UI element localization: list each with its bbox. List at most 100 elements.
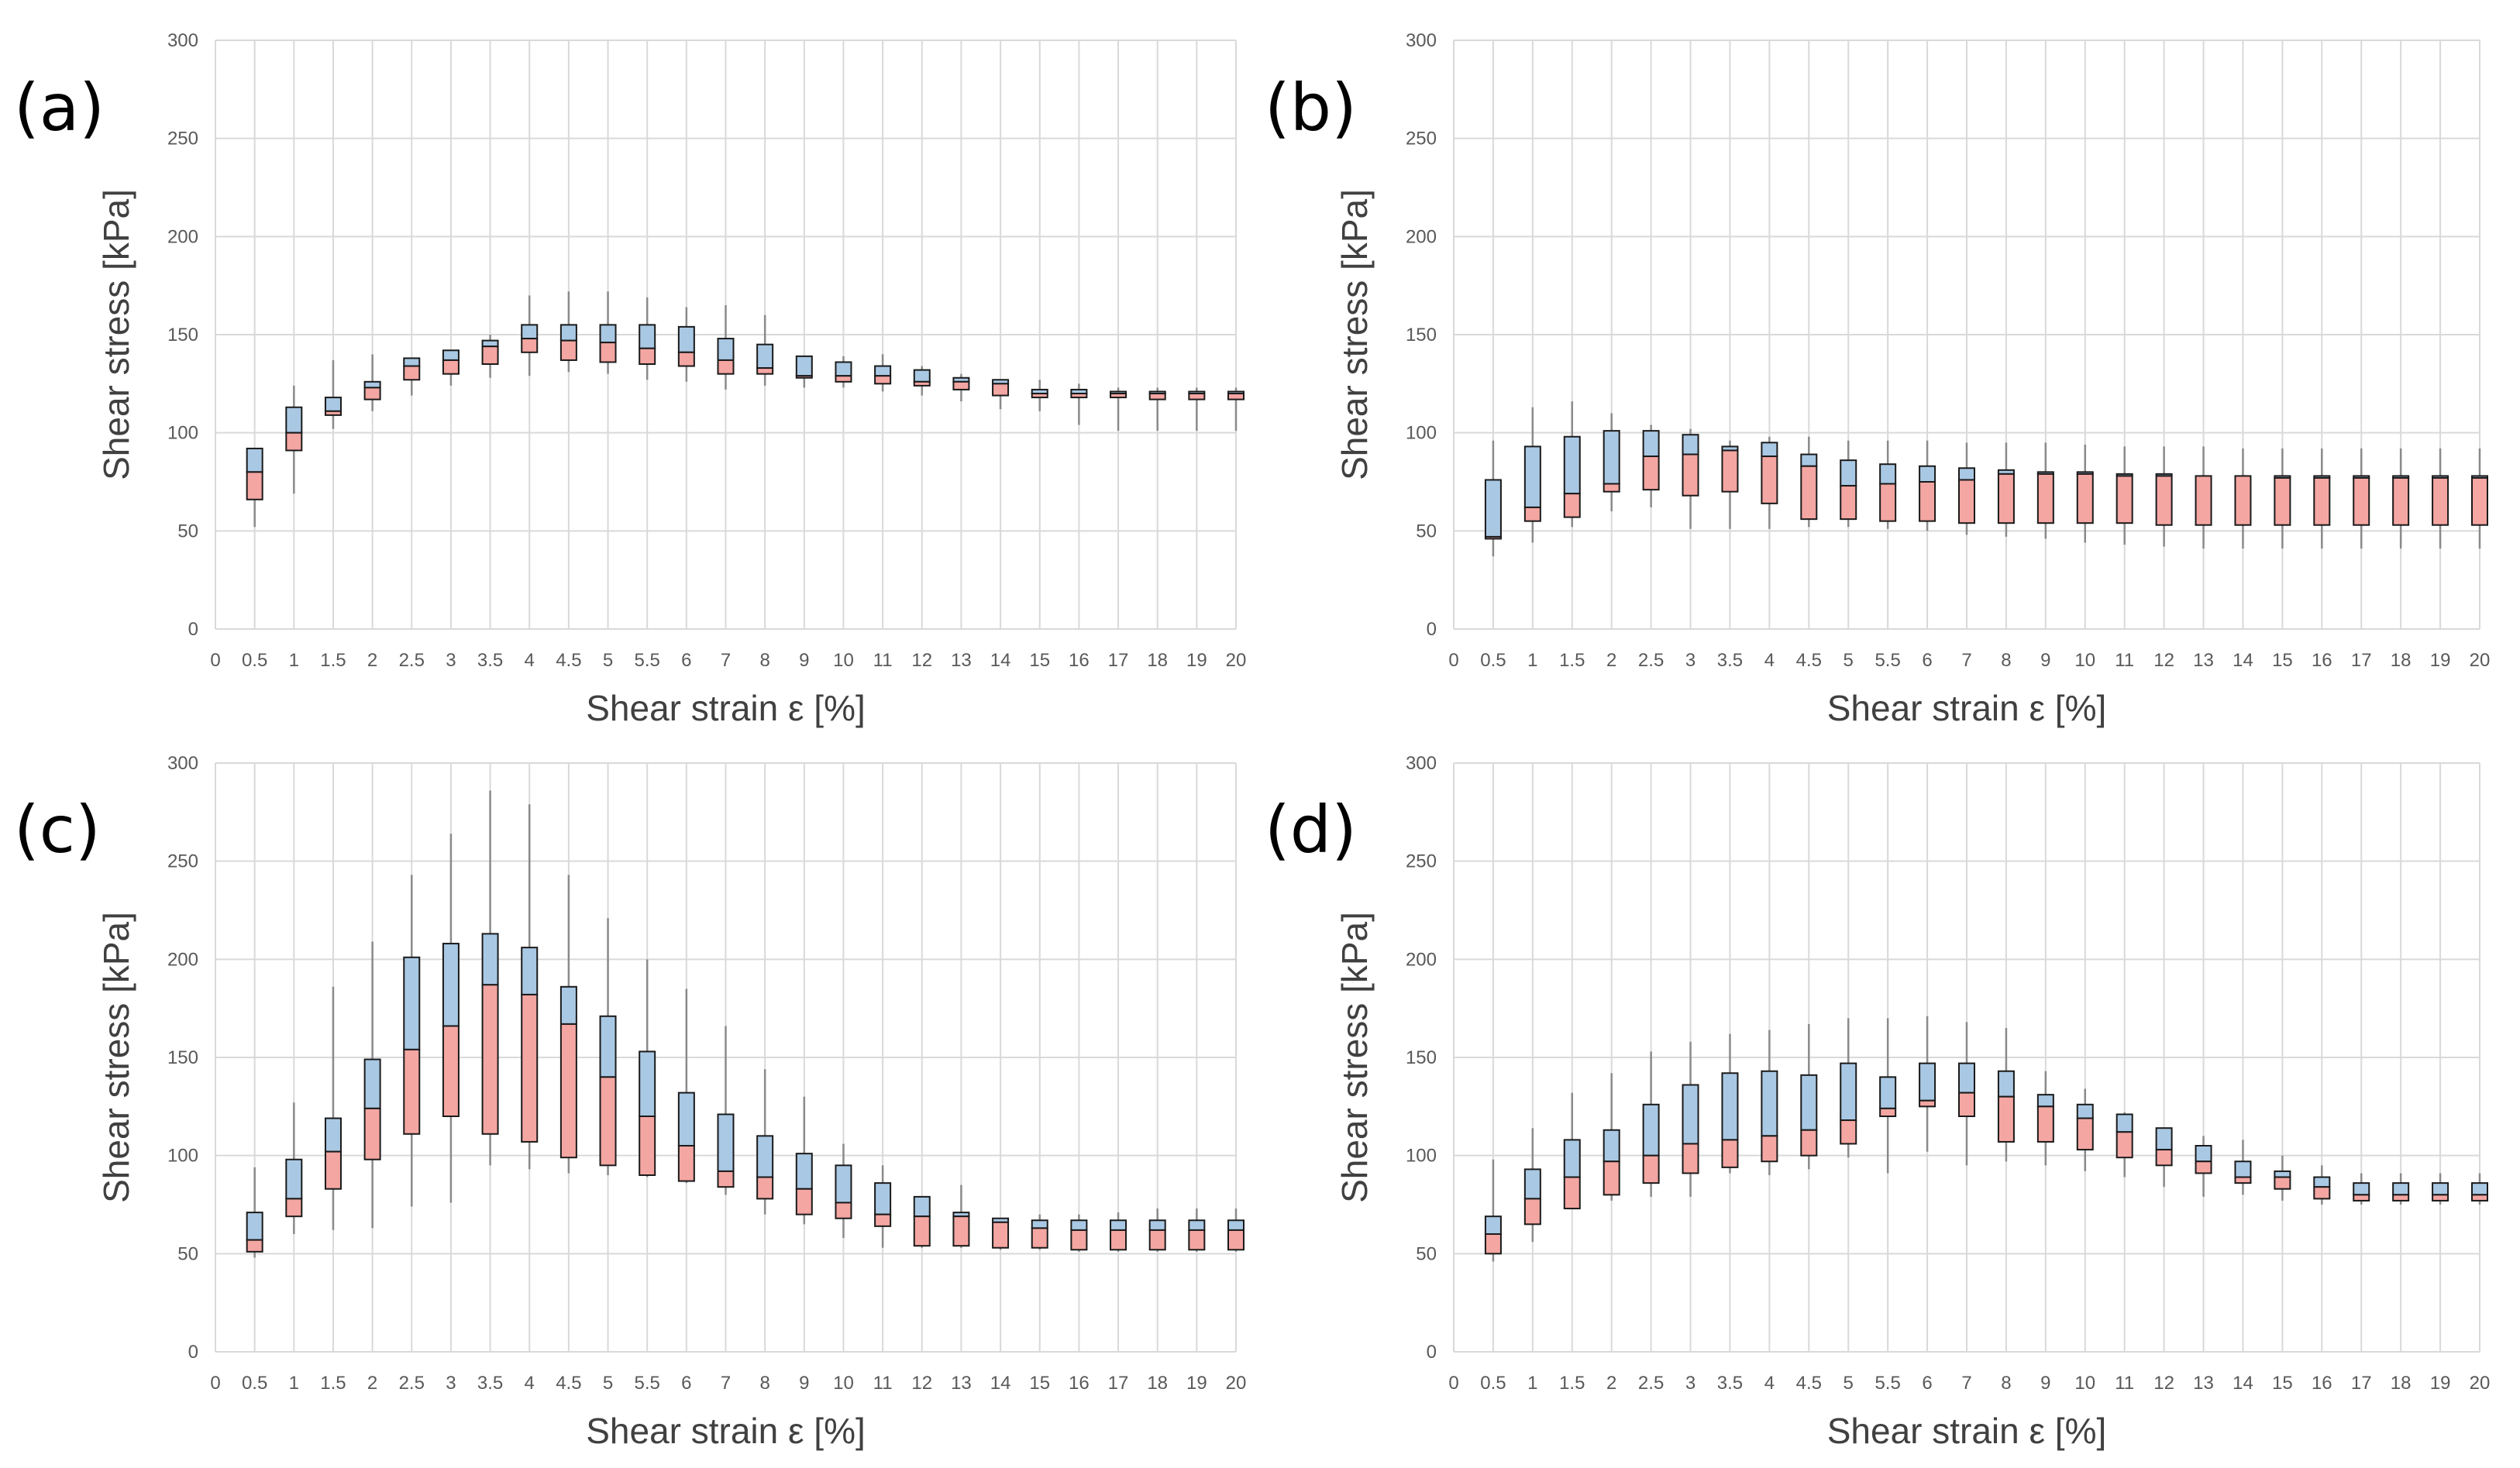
box-upper-quartile <box>2195 1145 2212 1163</box>
box-lower-quartile <box>2076 473 2094 524</box>
box-upper-quartile <box>1958 467 1975 481</box>
box-upper-quartile <box>1721 1072 1739 1141</box>
box-upper-quartile <box>1879 1076 1897 1109</box>
box-lower-quartile <box>285 1198 303 1218</box>
box-lower-quartile <box>2432 476 2449 526</box>
y-tick-label: 0 <box>188 1342 198 1363</box>
box-lower-quartile <box>1682 453 1699 497</box>
box-upper-quartile <box>1484 1215 1502 1235</box>
box-upper-quartile <box>599 324 617 344</box>
x-tick-label: 20 <box>2470 650 2491 671</box>
box-upper-quartile <box>913 369 931 383</box>
y-tick-label: 250 <box>167 129 198 150</box>
x-tick-label: 19 <box>1186 1373 1207 1394</box>
box-lower-quartile <box>1227 1229 1245 1251</box>
x-tick-label: 19 <box>2430 650 2451 671</box>
box-lower-quartile <box>1188 393 1206 401</box>
box-upper-quartile <box>1919 465 1936 483</box>
x-tick-label: 3 <box>446 1373 456 1394</box>
y-tick-label: 300 <box>1406 30 1437 51</box>
x-tick-label: 2.5 <box>1638 1373 1664 1394</box>
box-upper-quartile <box>324 397 342 412</box>
x-tick-label: 16 <box>1069 650 1090 671</box>
box-lower-quartile <box>1148 393 1166 401</box>
box-upper-quartile <box>835 361 852 377</box>
box-upper-quartile <box>2115 1113 2133 1133</box>
box-upper-quartile <box>756 1135 774 1178</box>
box-lower-quartile <box>1919 481 1936 522</box>
x-tick-label: 7 <box>721 1373 731 1394</box>
box-lower-quartile <box>2432 1194 2449 1202</box>
x-tick-label: 17 <box>2351 650 2372 671</box>
box-upper-quartile <box>363 380 381 389</box>
x-tick-label: 1.5 <box>320 650 346 671</box>
box-upper-quartile <box>1800 1074 1818 1131</box>
y-tick-label: 100 <box>1406 1146 1437 1167</box>
x-tick-label: 0.5 <box>1480 650 1506 671</box>
x-axis-title: Shear strain ε [%] <box>586 688 866 728</box>
panel-label: (a) <box>14 70 105 146</box>
box-lower-quartile <box>756 367 774 375</box>
x-tick-label: 3.5 <box>1717 1373 1743 1394</box>
box-upper-quartile <box>285 1158 303 1200</box>
x-tick-label: 8 <box>759 1373 769 1394</box>
box-upper-quartile <box>1603 1129 1620 1163</box>
x-tick-label: 8 <box>2001 1373 2011 1394</box>
x-tick-label: 16 <box>2312 1373 2332 1394</box>
box-lower-quartile <box>1227 393 1245 401</box>
x-tick-label: 2 <box>1606 650 1616 671</box>
y-tick-label: 100 <box>167 423 198 444</box>
box-upper-quartile <box>403 956 421 1050</box>
box-upper-quartile <box>1110 1219 1127 1231</box>
x-tick-label: 20 <box>1226 1373 1247 1394</box>
x-tick-label: 4.5 <box>556 1373 581 1394</box>
box-upper-quartile <box>717 338 735 361</box>
box-lower-quartile <box>2234 475 2252 526</box>
box-lower-quartile <box>2155 1149 2173 1167</box>
y-tick-label: 100 <box>167 1146 198 1167</box>
box-upper-quartile <box>521 947 539 995</box>
box-lower-quartile <box>2076 1117 2094 1151</box>
y-tick-label: 300 <box>167 30 198 51</box>
x-tick-label: 11 <box>2115 1373 2134 1394</box>
box-lower-quartile <box>2392 1194 2410 1202</box>
box-lower-quartile <box>559 1023 577 1159</box>
y-tick-label: 200 <box>1406 226 1437 247</box>
box-lower-quartile <box>1840 485 1857 521</box>
box-lower-quartile <box>246 1239 263 1253</box>
box-lower-quartile <box>1879 483 1897 522</box>
y-axis-title: Shear stress [kPa] <box>96 912 136 1203</box>
x-tick-label: 17 <box>1108 1373 1129 1394</box>
box-lower-quartile <box>1070 393 1088 399</box>
x-tick-label: 10 <box>2074 650 2095 671</box>
box-lower-quartile <box>599 1076 617 1167</box>
panel-label: (d) <box>1265 792 1357 868</box>
x-tick-label: 6 <box>1922 1373 1932 1394</box>
box-lower-quartile <box>442 359 460 375</box>
x-tick-label: 6 <box>681 650 691 671</box>
x-tick-label: 10 <box>2074 1373 2095 1394</box>
x-tick-label: 1 <box>289 650 299 671</box>
box-upper-quartile <box>481 933 499 986</box>
box-lower-quartile <box>835 1202 852 1219</box>
x-tick-label: 5 <box>1844 1373 1854 1394</box>
box-lower-quartile <box>363 1107 381 1160</box>
x-tick-label: 10 <box>833 1373 854 1394</box>
x-tick-label: 5.5 <box>635 1373 660 1394</box>
box-lower-quartile <box>1563 1176 1581 1210</box>
box-lower-quartile <box>2195 1160 2212 1174</box>
box-lower-quartile <box>639 1116 656 1176</box>
x-tick-label: 15 <box>2272 650 2293 671</box>
box-upper-quartile <box>246 447 263 473</box>
box-lower-quartile <box>1761 456 1778 504</box>
y-tick-label: 300 <box>167 753 198 774</box>
box-upper-quartile <box>795 355 813 377</box>
box-upper-quartile <box>1563 435 1581 495</box>
box-upper-quartile <box>1603 430 1620 485</box>
x-axis-title: Shear strain ε [%] <box>586 1411 866 1451</box>
y-tick-label: 250 <box>1406 851 1437 872</box>
box-lower-quartile <box>521 993 539 1143</box>
x-tick-label: 20 <box>1226 650 1247 671</box>
x-tick-label: 18 <box>2391 650 2412 671</box>
